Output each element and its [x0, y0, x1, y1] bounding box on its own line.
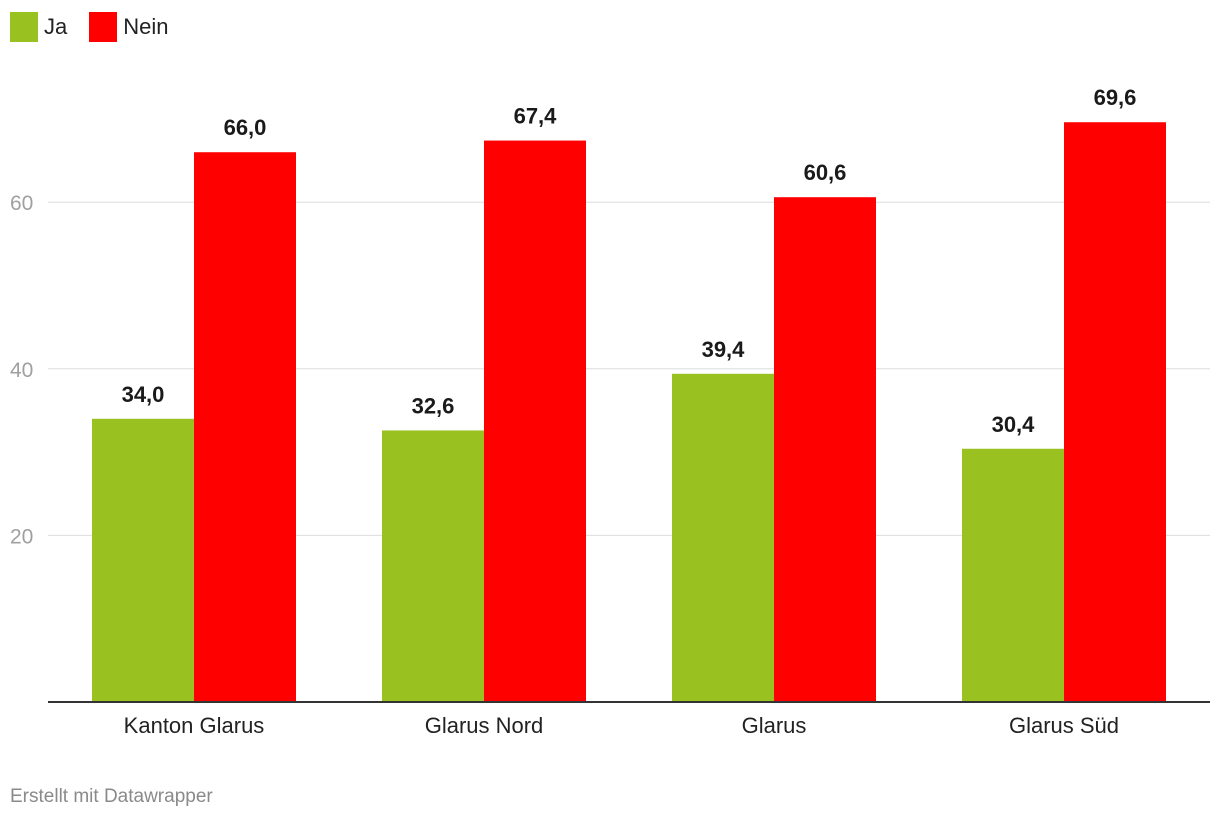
- y-tick-label-40: 40: [10, 359, 33, 382]
- value-label-nein-1: 67,4: [514, 104, 558, 129]
- bar-ja-2: [672, 373, 774, 702]
- labels-layer: 34,0 66,0 32,6 67,4 39,4 60,6 30,4 69,6: [122, 85, 1137, 437]
- bar-nein-1: [484, 140, 586, 703]
- bar-ja-3: [962, 448, 1064, 702]
- x-tick-label-1: Glarus Nord: [425, 713, 544, 738]
- legend-item-ja: Ja: [10, 12, 67, 42]
- value-label-nein-0: 66,0: [224, 115, 267, 140]
- value-label-nein-3: 69,6: [1094, 85, 1137, 110]
- bars-layer: [92, 122, 1166, 703]
- x-tick-label-0: Kanton Glarus: [124, 713, 265, 738]
- legend: Ja Nein: [10, 12, 191, 42]
- bar-nein-0: [194, 152, 296, 703]
- value-label-ja-3: 30,4: [992, 412, 1036, 437]
- bar-ja-0: [92, 418, 194, 702]
- x-tick-label-3: Glarus Süd: [1009, 713, 1119, 738]
- value-label-ja-1: 32,6: [412, 393, 455, 418]
- y-tick-label-20: 20: [10, 525, 33, 548]
- bar-ja-1: [382, 430, 484, 702]
- legend-swatch-ja: [10, 12, 38, 42]
- legend-label-nein: Nein: [123, 14, 169, 39]
- x-tick-label-2: Glarus: [742, 713, 807, 738]
- legend-label-ja: Ja: [44, 14, 68, 39]
- y-tick-label-60: 60: [10, 192, 33, 215]
- axis-layer: Kanton Glarus Glarus Nord Glarus Glarus Süd: [48, 701, 1210, 738]
- bar-nein-3: [1064, 122, 1166, 703]
- credit-text: Erstellt mit Datawrapper: [10, 786, 213, 807]
- legend-swatch-nein: [89, 12, 118, 42]
- value-label-nein-2: 60,6: [804, 160, 847, 185]
- value-label-ja-2: 39,4: [702, 337, 746, 362]
- bar-nein-2: [774, 197, 876, 702]
- value-label-ja-0: 34,0: [122, 382, 165, 407]
- legend-item-nein: Nein: [89, 12, 169, 42]
